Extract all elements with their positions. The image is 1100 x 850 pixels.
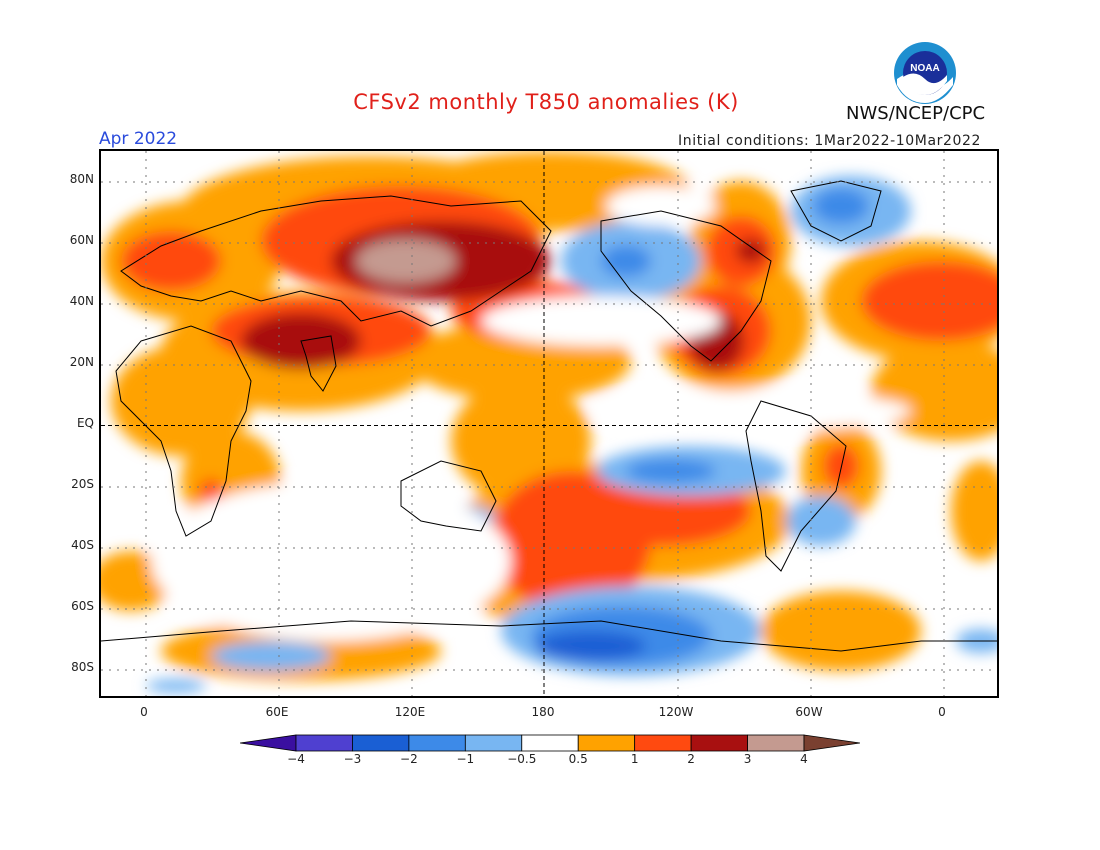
map-panel — [99, 149, 999, 698]
colorbar-level-label: −0.5 — [507, 752, 537, 766]
longitude-label: 180 — [531, 705, 555, 719]
colorbar-arrow-low — [240, 734, 297, 752]
latitude-label: 80S — [71, 660, 94, 674]
latitude-label: EQ — [76, 416, 94, 430]
valid-month-label: Apr 2022 — [99, 129, 178, 149]
longitude-label: 0 — [938, 705, 946, 719]
colorbar-box — [690, 734, 748, 752]
graticule — [101, 151, 997, 696]
colorbar-box — [747, 734, 805, 752]
agency-label: NWS/NCEP/CPC — [846, 103, 986, 124]
initial-conditions-label: Initial conditions: 1Mar2022-10Mar2022 — [678, 133, 982, 149]
anomaly-map — [101, 151, 997, 696]
colorbar-box — [464, 734, 523, 752]
longitude-label: 60E — [265, 705, 289, 719]
latitude-label: 40N — [69, 294, 94, 308]
colorbar-level-label: −3 — [343, 752, 362, 766]
longitude-label: 0 — [140, 705, 148, 719]
colorbar-level-label: 0.5 — [568, 752, 588, 766]
colorbar-arrow-high — [803, 734, 860, 752]
colorbar-level-label: −2 — [400, 752, 418, 766]
colorbar-box — [634, 734, 692, 752]
colorbar-box — [295, 734, 353, 752]
latitude-label: 20N — [69, 355, 94, 369]
colorbar-box — [408, 734, 466, 752]
colorbar-level-label: −1 — [456, 752, 475, 766]
colorbar-level-label: −4 — [287, 752, 305, 766]
longitude-label: 120W — [658, 705, 694, 719]
longitude-label: 120E — [394, 705, 426, 719]
noaa-logo: NOAA — [894, 42, 956, 104]
latitude-label: 40S — [71, 538, 94, 552]
anomaly-region-warm-extreme — [356, 239, 456, 283]
colorbar-box — [521, 734, 579, 752]
svg-text:NOAA: NOAA — [910, 63, 939, 74]
longitude-label: 60W — [795, 705, 823, 719]
latitude-label: 20S — [71, 477, 94, 491]
latitude-label: 80N — [69, 172, 94, 186]
colorbar-level-label: 3 — [743, 752, 752, 766]
coastline-layer — [101, 180, 997, 652]
map-title: CFSv2 monthly T850 anomalies (K) — [353, 90, 739, 114]
anomaly-region-cool-strong — [536, 631, 646, 661]
colorbar-level-label: 1 — [630, 752, 639, 766]
latitude-label: 60N — [69, 233, 94, 247]
colorbar-level-label: 2 — [687, 752, 695, 766]
colorbar-box — [352, 734, 410, 752]
latitude-label: 60S — [71, 599, 94, 613]
colorbar — [240, 734, 860, 752]
colorbar-level-label: 4 — [800, 752, 808, 766]
colorbar-box — [577, 734, 636, 752]
